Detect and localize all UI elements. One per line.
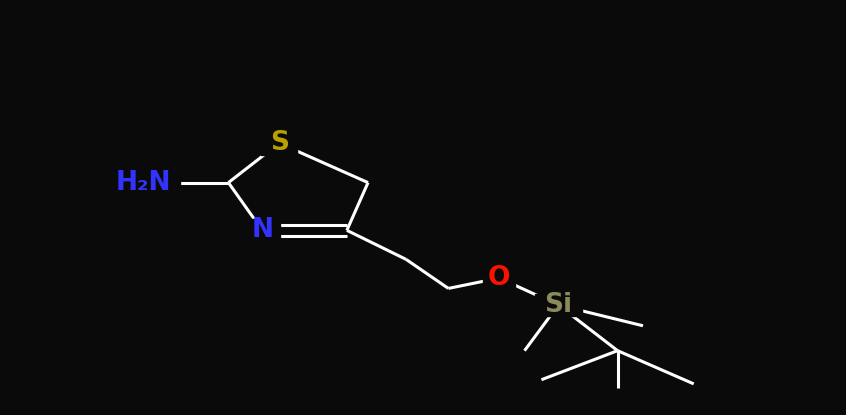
Bar [108,171,179,194]
Text: S: S [270,130,288,156]
Text: N: N [251,217,273,243]
Text: O: O [488,265,510,291]
Bar [536,294,582,316]
Bar [244,219,280,242]
Bar [261,132,297,154]
Bar [483,267,515,289]
Text: Si: Si [544,292,573,318]
Text: H₂N: H₂N [116,170,172,195]
